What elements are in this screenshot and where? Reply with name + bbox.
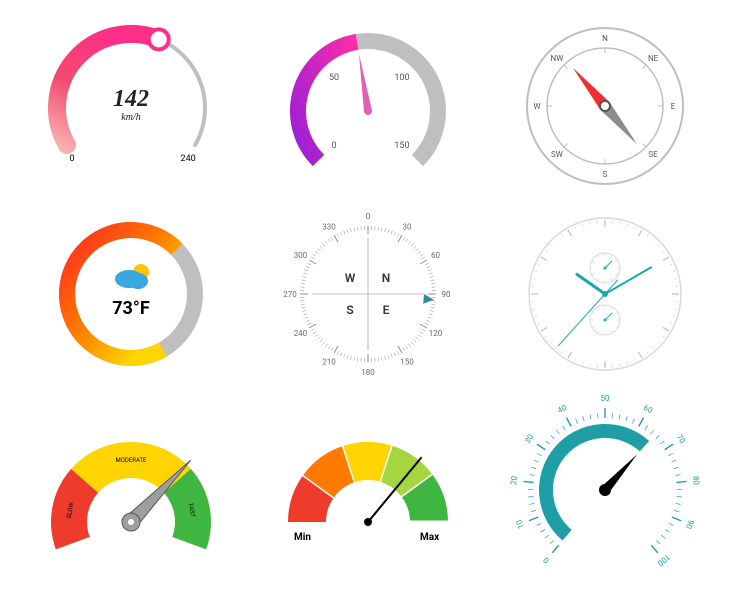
prot-label-210: 210 (322, 358, 336, 367)
zone-label-moderate: MODERATE (115, 457, 147, 464)
compass-dir-NE: NE (647, 54, 658, 63)
gauge-grid: 142km/h0240 050100150 NNEESESSWWNW 73°F … (16, 16, 719, 580)
speed-unit: km/h (121, 112, 140, 123)
teal-tick-100: 100 (655, 552, 672, 568)
compass-dir-NW: NW (550, 54, 563, 63)
teal-tick-40: 40 (555, 403, 568, 415)
prot-label-240: 240 (293, 329, 307, 338)
teal-tick-10: 10 (514, 518, 526, 530)
teal-tick-60: 60 (641, 403, 654, 415)
minmax-gauge: Min Max (253, 392, 482, 582)
teal-tick-70: 70 (674, 433, 687, 446)
compass-dir-SE: SE (648, 150, 658, 159)
temperature-value: 73°F (112, 298, 150, 319)
prot-label-270: 270 (283, 290, 297, 299)
prot-quadrant-SW: S (346, 303, 353, 317)
compass-dir-SW: SW (550, 150, 562, 159)
prot-label-60: 60 (431, 251, 440, 260)
dial-tick-100: 100 (394, 73, 409, 83)
compass-dir-N: N (602, 34, 608, 43)
dial-tick-0: 0 (331, 141, 336, 151)
speed-min-label: 0 (69, 154, 74, 164)
protractor-gauge: 0 30 60 90 120 150 180 210 240 270 300 330 W N S E (253, 204, 482, 384)
teal-tick-90: 90 (683, 518, 695, 530)
clock-gauge (490, 204, 719, 384)
compass-dir-W: W (533, 102, 540, 111)
prot-label-30: 30 (402, 222, 411, 231)
minmax-min-label: Min (294, 532, 311, 543)
dial-tick-50: 50 (328, 73, 338, 83)
prot-quadrant-SE: E (382, 303, 389, 317)
temperature-gauge: 73°F (16, 204, 245, 384)
zones-gauge: SLOWMODERATEFAST (16, 392, 245, 582)
teal-tick-50: 50 (600, 394, 609, 403)
prot-quadrant-NE: N (381, 271, 390, 285)
prot-label-90: 90 (441, 290, 450, 299)
minmax-max-label: Max (420, 532, 440, 543)
prot-label-180: 180 (361, 368, 375, 377)
weather-icon (115, 264, 149, 289)
teal-tick-80: 80 (691, 475, 701, 485)
speed-gauge: 142km/h 0 240 (16, 16, 245, 196)
prot-label-0: 0 (365, 212, 370, 221)
compass-dir-S: S (602, 170, 607, 179)
prot-label-300: 300 (293, 251, 307, 260)
teal-gauge: 0 10 20 30 40 50 60 70 80 90 100 (490, 392, 719, 582)
teal-tick-0: 0 (541, 555, 551, 565)
prot-label-150: 150 (400, 358, 414, 367)
teal-tick-30: 30 (522, 432, 535, 445)
speed-max-label: 240 (180, 154, 195, 164)
prot-quadrant-NW: W (344, 271, 355, 285)
teal-tick-20: 20 (509, 475, 519, 485)
dial-gauge: 0 50 100 150 (253, 16, 482, 196)
prot-label-120: 120 (428, 329, 442, 338)
speed-value: 142 (113, 86, 149, 112)
compass-dir-E: E (670, 102, 675, 111)
dial-tick-150: 150 (394, 141, 409, 151)
compass-gauge: N NE E SE S SW W NW (490, 16, 719, 196)
prot-label-330: 330 (322, 222, 336, 231)
